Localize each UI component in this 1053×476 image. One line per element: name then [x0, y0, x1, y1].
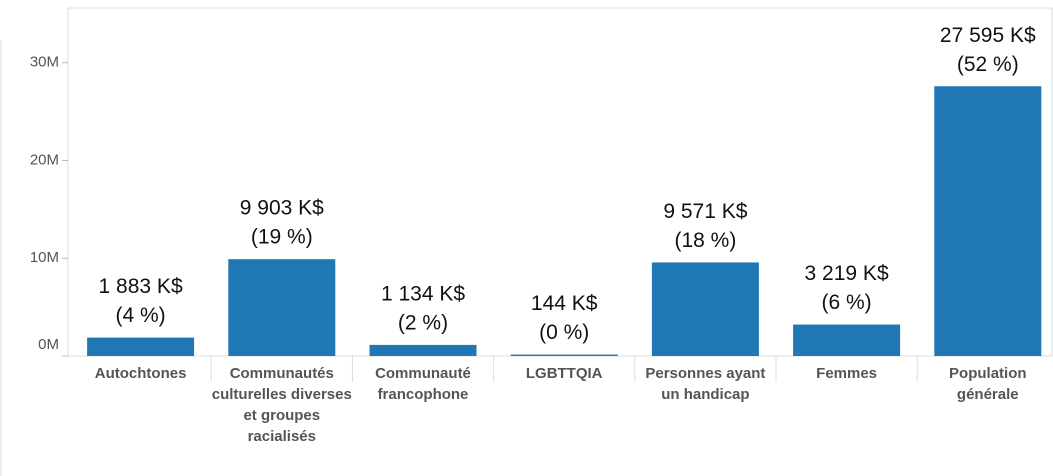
x-tick-label: Communautés culturelles diverses et grou… — [211, 365, 352, 445]
x-tick-label: Population générale — [949, 365, 1027, 403]
value-label: 1 883 K$ — [99, 275, 183, 298]
x-tick-label: Personnes ayant un handicap — [645, 365, 766, 403]
bar — [87, 337, 195, 356]
x-tick-label: Communauté francophone — [375, 365, 471, 403]
x-tick-label: Femmes — [816, 365, 878, 382]
x-tick-label: LGBTTQIA — [525, 365, 603, 382]
share-label: (18 %) — [674, 229, 736, 252]
bar — [228, 259, 336, 356]
bar — [369, 344, 477, 356]
bar — [651, 262, 759, 356]
bar — [793, 324, 901, 356]
share-label: (19 %) — [251, 226, 313, 249]
value-label: 144 K$ — [531, 292, 598, 315]
y-tick-label: 10M — [30, 249, 59, 266]
value-label: 9 903 K$ — [240, 197, 324, 220]
share-label: (2 %) — [398, 311, 448, 334]
value-label: 3 219 K$ — [805, 262, 889, 285]
value-label: 1 134 K$ — [381, 282, 465, 305]
bar — [934, 86, 1042, 356]
bar — [510, 354, 618, 356]
share-label: (0 %) — [539, 321, 589, 344]
y-tick-label: 0M — [38, 336, 59, 353]
value-label: 27 595 K$ — [940, 24, 1036, 47]
y-tick-label: 20M — [30, 151, 59, 168]
share-label: (6 %) — [822, 291, 872, 314]
y-tick-label: 30M — [30, 54, 59, 71]
share-label: (52 %) — [957, 53, 1019, 76]
value-label: 9 571 K$ — [663, 200, 747, 223]
x-tick-label: Autochtones — [94, 365, 187, 382]
share-label: (4 %) — [116, 304, 166, 327]
